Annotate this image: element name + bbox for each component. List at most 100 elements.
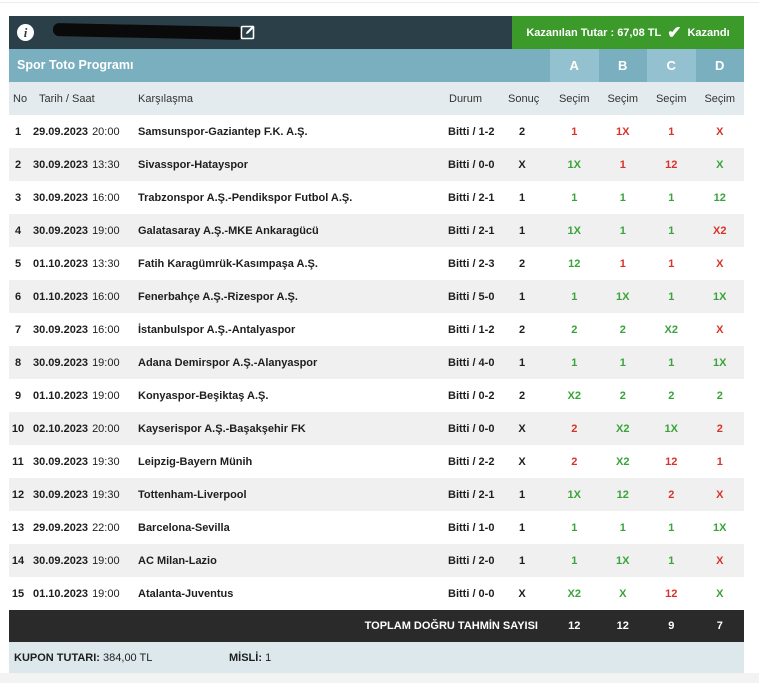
row-match: Barcelona-Sevilla <box>136 511 448 544</box>
program-header: Spor Toto Programı A B C D <box>9 49 744 82</box>
row-result: X <box>508 445 550 478</box>
coupon-card: i Kazanılan Tutar : 67,08 TL ✔ Kazandı S… <box>9 16 744 675</box>
row-result: 1 <box>508 181 550 214</box>
row-pick-b: 1 <box>598 247 647 280</box>
row-status: Bitti / 2-0 <box>448 544 508 577</box>
row-pick-d: 1 <box>695 445 744 478</box>
table-row: 12 30.09.2023 19:30 Tottenham-Liverpool Bitt… <box>9 478 744 511</box>
total-a: 12 <box>550 610 599 642</box>
row-datetime: 30.09.2023 16:00 <box>31 181 136 214</box>
row-pick-a: 2 <box>550 412 599 445</box>
row-pick-a: 12 <box>550 247 599 280</box>
row-result: 1 <box>508 346 550 379</box>
row-number: 3 <box>9 181 31 214</box>
row-time: 19:00 <box>92 356 120 369</box>
row-pick-d: X <box>695 577 744 610</box>
row-pick-b: 1 <box>598 346 647 379</box>
row-pick-a: X2 <box>550 577 599 610</box>
row-status: Bitti / 2-1 <box>448 214 508 247</box>
row-number: 9 <box>9 379 31 412</box>
row-date: 29.09.2023 <box>33 125 89 138</box>
row-match: İstanbulspor A.Ş.-Antalyaspor <box>136 313 448 346</box>
totals-label: TOPLAM DOĞRU TAHMİN SAYISI <box>9 610 550 642</box>
row-time: 19:30 <box>92 488 120 501</box>
row-number: 5 <box>9 247 31 280</box>
totals-row: TOPLAM DOĞRU TAHMİN SAYISI 12 12 9 7 <box>9 610 744 642</box>
row-pick-b: 1 <box>598 214 647 247</box>
total-d: 7 <box>695 610 744 642</box>
row-result: X <box>508 577 550 610</box>
row-status: Bitti / 1-0 <box>448 511 508 544</box>
check-icon: ✔ <box>667 23 682 42</box>
matches-body: 1 29.09.2023 20:00 Samsunspor-Gaziantep F.K… <box>9 115 744 610</box>
row-pick-c: 2 <box>647 379 696 412</box>
row-pick-a: 1 <box>550 346 599 379</box>
row-time: 19:00 <box>92 224 120 237</box>
row-pick-d: X <box>695 313 744 346</box>
col-no: No <box>9 82 31 115</box>
row-pick-b: 2 <box>598 313 647 346</box>
row-pick-c: 1 <box>647 544 696 577</box>
row-number: 2 <box>9 148 31 181</box>
row-pick-d: X <box>695 148 744 181</box>
info-icon[interactable]: i <box>17 24 34 41</box>
row-number: 8 <box>9 346 31 379</box>
row-pick-b: 1 <box>598 511 647 544</box>
row-pick-c: X2 <box>647 313 696 346</box>
row-number: 10 <box>9 412 31 445</box>
row-result: 2 <box>508 247 550 280</box>
winnings-amount: Kazanılan Tutar : 67,08 TL <box>526 26 662 39</box>
row-datetime: 01.10.2023 19:00 <box>31 577 136 610</box>
edit-icon[interactable] <box>240 24 256 40</box>
row-status: Bitti / 5-0 <box>448 280 508 313</box>
row-pick-c: 1 <box>647 511 696 544</box>
table-row: 9 01.10.2023 19:00 Konyaspor-Beşiktaş A.Ş. B… <box>9 379 744 412</box>
row-pick-d: 12 <box>695 181 744 214</box>
table-row: 8 30.09.2023 19:00 Adana Demirspor A.Ş.-Ala… <box>9 346 744 379</box>
row-pick-b: 1X <box>598 115 647 148</box>
row-number: 6 <box>9 280 31 313</box>
row-date: 30.09.2023 <box>33 455 89 468</box>
row-datetime: 30.09.2023 19:30 <box>31 445 136 478</box>
row-status: Bitti / 2-3 <box>448 247 508 280</box>
row-match: Galatasaray A.Ş.-MKE Ankaragücü <box>136 214 448 247</box>
coupon-footer: KUPON TUTARI: 384,00 TL MİSLİ: 1 <box>9 642 744 675</box>
row-time: 16:00 <box>92 191 120 204</box>
row-number: 4 <box>9 214 31 247</box>
row-number: 12 <box>9 478 31 511</box>
row-pick-c: 1 <box>647 214 696 247</box>
row-match: Trabzonspor A.Ş.-Pendikspor Futbol A.Ş. <box>136 181 448 214</box>
row-time: 22:00 <box>92 521 120 534</box>
row-pick-b: 2 <box>598 379 647 412</box>
row-result: 1 <box>508 478 550 511</box>
choice-header-a: A <box>550 49 599 82</box>
table-row: 10 02.10.2023 20:00 Kayserispor A.Ş.-Başakş… <box>9 412 744 445</box>
row-datetime: 29.09.2023 20:00 <box>31 115 136 148</box>
row-pick-b: 1 <box>598 181 647 214</box>
row-pick-d: 2 <box>695 412 744 445</box>
row-date: 01.10.2023 <box>33 257 89 270</box>
row-pick-a: 2 <box>550 313 599 346</box>
row-match: Konyaspor-Beşiktaş A.Ş. <box>136 379 448 412</box>
row-pick-d: 1X <box>695 346 744 379</box>
row-number: 13 <box>9 511 31 544</box>
row-status: Bitti / 2-1 <box>448 181 508 214</box>
row-status: Bitti / 4-0 <box>448 346 508 379</box>
row-date: 30.09.2023 <box>33 191 89 204</box>
col-status: Durum <box>448 82 508 115</box>
table-row: 2 30.09.2023 13:30 Sivasspor-Hatayspor Bitti… <box>9 148 744 181</box>
row-result: 1 <box>508 511 550 544</box>
row-number: 7 <box>9 313 31 346</box>
row-pick-c: 2 <box>647 478 696 511</box>
coupon-amount: KUPON TUTARI: 384,00 TL <box>14 652 152 664</box>
row-status: Bitti / 1-2 <box>448 313 508 346</box>
row-match: Fatih Karagümrük-Kasımpaşa A.Ş. <box>136 247 448 280</box>
row-date: 30.09.2023 <box>33 554 89 567</box>
row-pick-d: X <box>695 247 744 280</box>
row-result: 1 <box>508 280 550 313</box>
row-pick-c: 1 <box>647 346 696 379</box>
table-row: 1 29.09.2023 20:00 Samsunspor-Gaziantep F.K… <box>9 115 744 148</box>
row-datetime: 30.09.2023 19:00 <box>31 214 136 247</box>
multiplier: MİSLİ: 1 <box>229 652 271 664</box>
winnings-status: Kazandı <box>687 26 730 39</box>
